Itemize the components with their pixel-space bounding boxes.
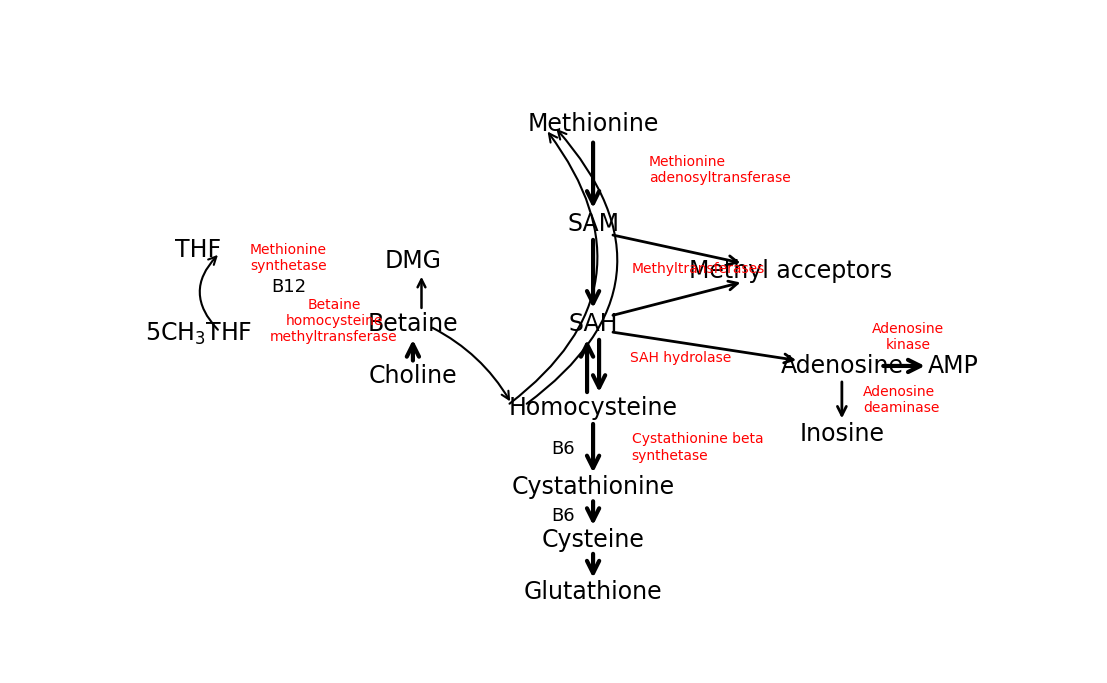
Text: Methyl acceptors: Methyl acceptors [689, 260, 892, 283]
Text: Choline: Choline [369, 365, 457, 389]
Text: B12: B12 [271, 278, 306, 296]
Text: Cystathionine beta
synthetase: Cystathionine beta synthetase [632, 432, 764, 462]
Text: Betaine: Betaine [368, 312, 458, 336]
Text: SAH hydrolase: SAH hydrolase [630, 351, 732, 365]
Text: Methionine: Methionine [527, 112, 659, 136]
Text: SAH: SAH [568, 312, 618, 336]
Text: Betaine
homocysteine
methyltransferase: Betaine homocysteine methyltransferase [270, 298, 397, 344]
Text: Cystathionine: Cystathionine [511, 475, 674, 499]
Text: Adenosine: Adenosine [780, 354, 903, 378]
Text: Glutathione: Glutathione [524, 580, 662, 604]
Text: 5CH$_3$THF: 5CH$_3$THF [145, 321, 252, 348]
Text: Adenosine
kinase: Adenosine kinase [872, 322, 944, 352]
Text: THF: THF [175, 238, 221, 262]
Text: AMP: AMP [928, 354, 979, 378]
Text: DMG: DMG [384, 249, 442, 273]
Text: Inosine: Inosine [799, 422, 884, 446]
Text: Cysteine: Cysteine [541, 527, 644, 551]
Text: SAM: SAM [567, 212, 619, 236]
Text: Methyltransferases: Methyltransferases [632, 262, 765, 276]
Text: B6: B6 [551, 440, 575, 458]
Text: Methionine
synthetase: Methionine synthetase [250, 243, 327, 273]
Text: Methionine
adenosyltransferase: Methionine adenosyltransferase [649, 155, 790, 185]
Text: Adenosine
deaminase: Adenosine deaminase [863, 385, 940, 415]
Text: Homocysteine: Homocysteine [508, 396, 677, 420]
Text: B6: B6 [551, 507, 575, 525]
